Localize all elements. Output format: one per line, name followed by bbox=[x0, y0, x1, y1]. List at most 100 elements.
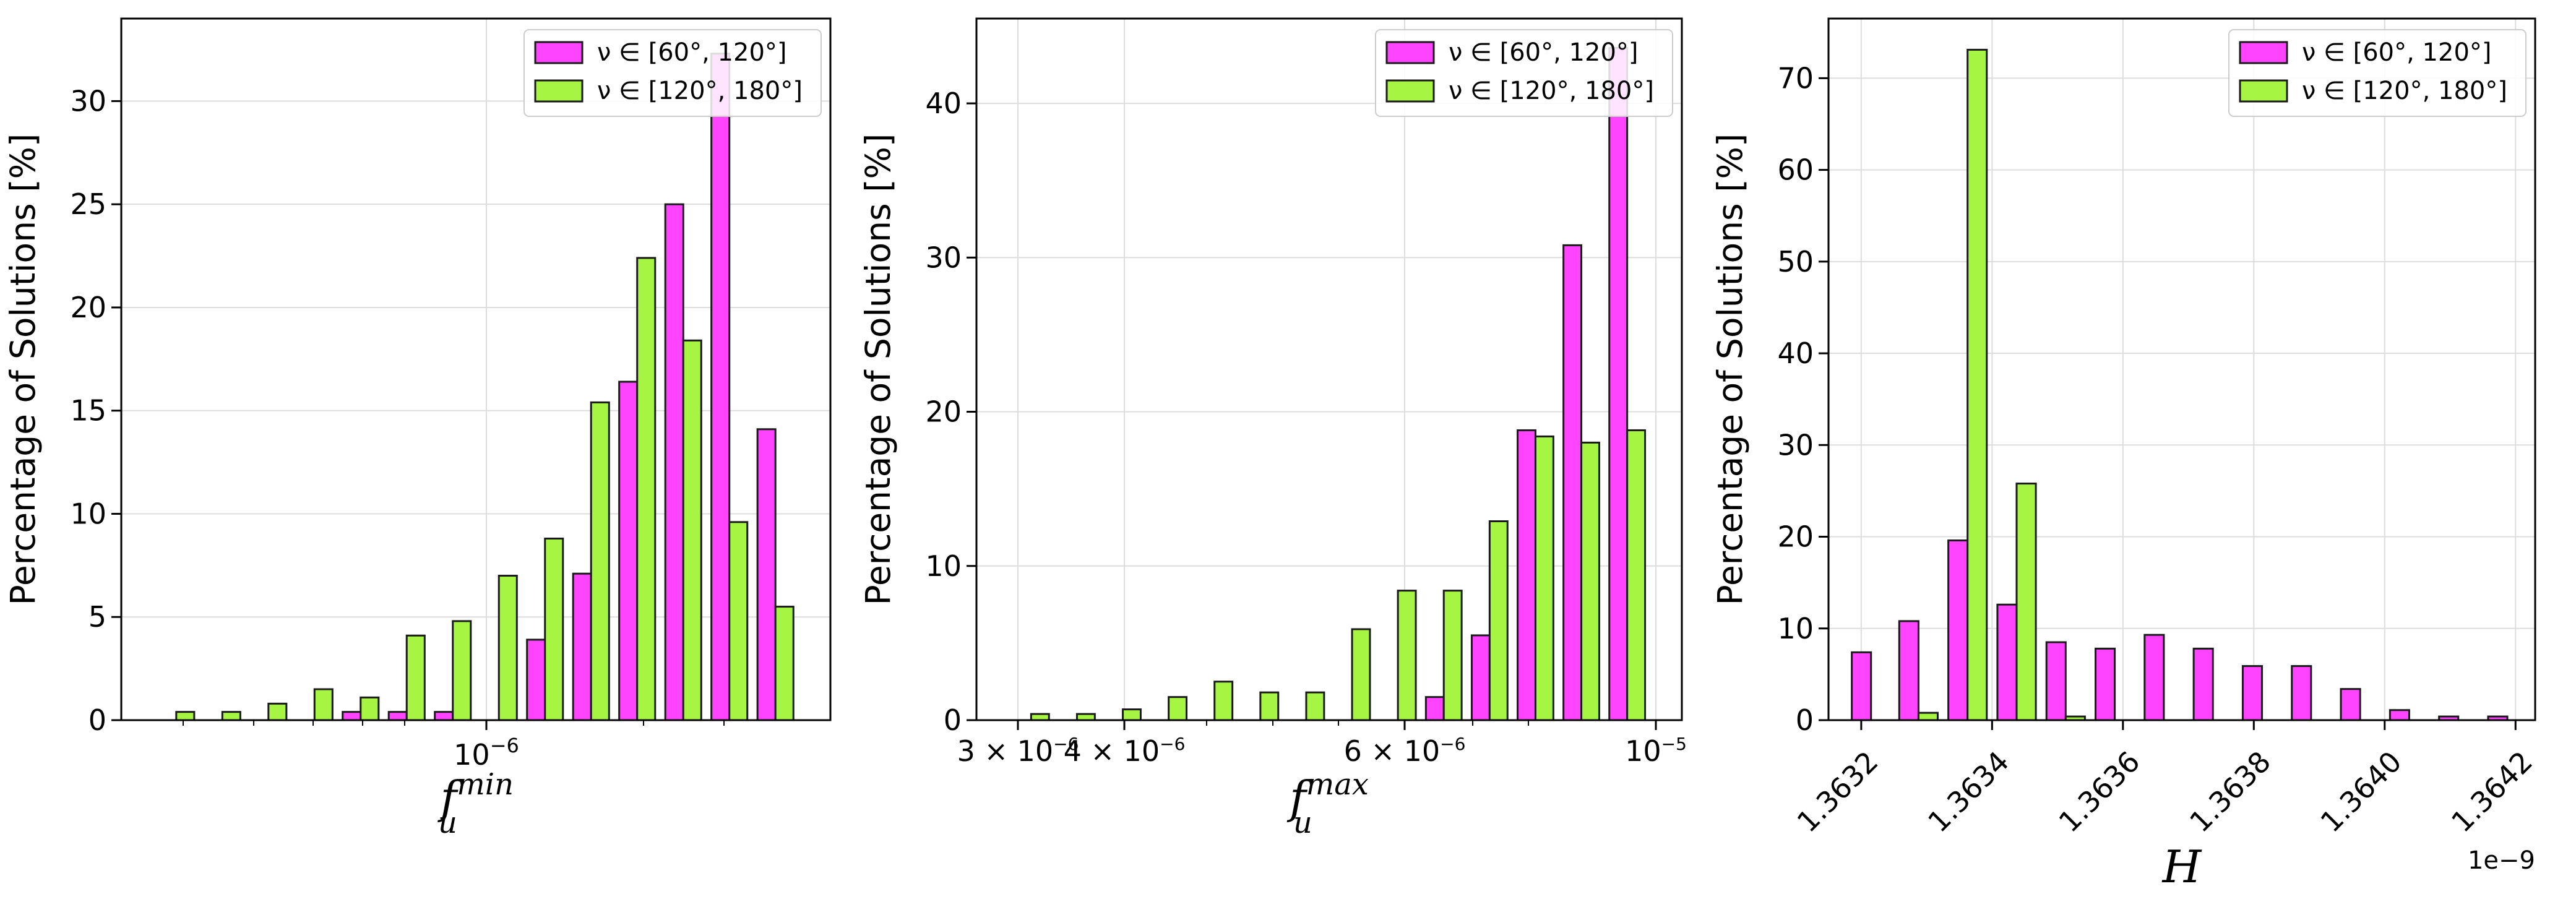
bar bbox=[636, 257, 657, 721]
bar bbox=[405, 634, 426, 721]
grid-lines bbox=[121, 19, 830, 721]
bar bbox=[2045, 641, 2067, 721]
legend-label: ν ∈ [120°, 180°] bbox=[597, 77, 803, 105]
bar bbox=[1917, 711, 1939, 721]
x-axis-label: fmax u bbox=[1286, 767, 1369, 840]
bar bbox=[526, 638, 546, 721]
y-axis-label: Percentage of Solutions [%] bbox=[858, 134, 898, 606]
bar bbox=[1626, 429, 1647, 721]
histogram-H: 1.3632 1.3634 1.3636 1.3638 1.3640 1.3642 0 10 2… bbox=[1710, 17, 2539, 893]
y-tick-label: 40 bbox=[925, 87, 962, 120]
y-tick-label: 50 bbox=[1777, 245, 1814, 278]
legend-swatch bbox=[534, 41, 584, 64]
y-tick-label: 20 bbox=[70, 291, 106, 324]
legend-box bbox=[523, 29, 822, 117]
bar bbox=[572, 572, 592, 721]
bar bbox=[2192, 647, 2214, 721]
y-axis-label: Percentage of Solutions [%] bbox=[3, 134, 43, 606]
bar bbox=[544, 537, 564, 721]
bar bbox=[1851, 651, 1872, 721]
x-axis-label: H bbox=[2161, 841, 2202, 893]
y-tick-label: 20 bbox=[925, 395, 962, 429]
y-tick-label: 30 bbox=[925, 241, 962, 274]
x-offset-label: 1e−9 bbox=[2468, 846, 2535, 875]
bar bbox=[267, 702, 288, 721]
bar bbox=[1517, 429, 1536, 721]
legend-swatch bbox=[534, 79, 584, 103]
bar bbox=[2015, 483, 2037, 721]
bar bbox=[1424, 696, 1445, 721]
bar bbox=[2291, 665, 2312, 721]
y-tick-label: 0 bbox=[944, 703, 962, 737]
x-tick-label: 1.3636 bbox=[2053, 745, 2147, 839]
bar bbox=[452, 620, 472, 721]
y-tick-label: 70 bbox=[1777, 61, 1814, 95]
bar bbox=[2143, 634, 2165, 721]
bar bbox=[618, 380, 639, 721]
legend-swatch bbox=[2239, 79, 2288, 103]
bar bbox=[498, 575, 518, 721]
bar bbox=[2095, 647, 2116, 721]
bar bbox=[1259, 691, 1280, 721]
legend-label: ν ∈ [60°, 120°] bbox=[2302, 38, 2492, 67]
legend-box bbox=[2228, 29, 2526, 117]
bar bbox=[434, 711, 454, 721]
bar bbox=[728, 521, 749, 721]
legend-label: ν ∈ [60°, 120°] bbox=[597, 38, 787, 67]
bar bbox=[1580, 441, 1600, 721]
y-tick-label: 25 bbox=[70, 187, 106, 221]
histogram-fu-max: 0 10 20 30 40 Percentage of Solutions [%] 3 × … bbox=[858, 17, 1687, 840]
legend-swatch bbox=[1385, 41, 1435, 64]
bar bbox=[1898, 620, 1919, 721]
grid-lines bbox=[1829, 19, 2535, 721]
plot-frame bbox=[975, 17, 1683, 721]
bar bbox=[175, 711, 196, 721]
bar bbox=[2241, 665, 2264, 721]
bar bbox=[221, 711, 241, 721]
y-tick-label: 60 bbox=[1777, 153, 1814, 187]
bar bbox=[756, 428, 777, 721]
x-tick-label: 4 × 10−6 bbox=[1064, 734, 1186, 768]
legend-label: ν ∈ [120°, 180°] bbox=[2302, 77, 2507, 105]
bar bbox=[360, 696, 380, 721]
bar bbox=[2389, 709, 2410, 721]
y-tick-label: 30 bbox=[1777, 428, 1814, 462]
bar bbox=[1470, 634, 1491, 721]
x-tick-label: 1.3634 bbox=[1921, 745, 2015, 839]
bar bbox=[664, 203, 684, 721]
x-tick-label: 1.3638 bbox=[2183, 745, 2277, 839]
y-axis-label: Percentage of Solutions [%] bbox=[1710, 134, 1750, 606]
y-tick-label: 30 bbox=[70, 84, 106, 118]
bar bbox=[1122, 708, 1142, 721]
legend: ν ∈ [60°, 120°] ν ∈ [120°, 180°] bbox=[523, 29, 822, 117]
y-tick-label: 40 bbox=[1777, 337, 1814, 370]
bar bbox=[1351, 628, 1371, 721]
x-tick-label: 6 × 10−6 bbox=[1344, 734, 1466, 768]
y-tick-label: 0 bbox=[88, 703, 106, 737]
x-tick-label: 3 × 10−6 bbox=[957, 734, 1079, 768]
y-tick-label: 15 bbox=[70, 394, 106, 428]
legend-swatch bbox=[2239, 41, 2288, 64]
bar bbox=[1947, 539, 1969, 721]
bar bbox=[1534, 435, 1554, 721]
bar bbox=[342, 711, 362, 721]
bar bbox=[1996, 603, 2018, 721]
bar bbox=[774, 606, 795, 721]
y-tick-label: 10 bbox=[1777, 612, 1814, 645]
bar bbox=[313, 688, 334, 721]
bar bbox=[1966, 48, 1988, 721]
legend-label: ν ∈ [60°, 120°] bbox=[1449, 38, 1639, 67]
bar bbox=[1488, 520, 1509, 721]
bar bbox=[387, 711, 408, 721]
histogram-fu-min: 0 5 10 15 20 25 30 Percentage of Solutions [%] 1… bbox=[3, 17, 832, 840]
bar bbox=[1608, 46, 1629, 721]
x-axis-label: fmin u bbox=[437, 767, 514, 840]
bar bbox=[1305, 691, 1325, 721]
y-tick-label: 5 bbox=[88, 600, 106, 634]
bar bbox=[1168, 696, 1188, 721]
bar bbox=[1562, 244, 1583, 721]
legend-label: ν ∈ [120°, 180°] bbox=[1449, 77, 1654, 105]
x-tick-label: 10−5 bbox=[1625, 734, 1687, 768]
bar bbox=[1442, 590, 1463, 721]
